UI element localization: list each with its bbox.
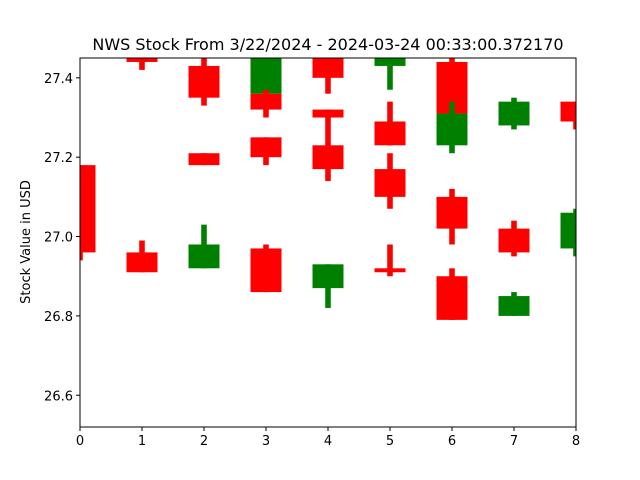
candle-body xyxy=(250,93,282,110)
candle-wick xyxy=(387,244,393,277)
candle-body xyxy=(312,264,344,289)
candle xyxy=(560,101,576,130)
candle-body xyxy=(188,65,220,98)
candle xyxy=(374,153,406,209)
candle-body xyxy=(312,109,344,118)
candle xyxy=(188,58,220,106)
candle-body xyxy=(250,58,282,94)
x-axis: 0 1 2 3 4 5 6 7 8 xyxy=(76,427,580,449)
candle xyxy=(436,188,468,245)
candle-body xyxy=(374,121,406,146)
candle-body xyxy=(560,101,576,122)
candle-body xyxy=(250,248,282,293)
candle-body xyxy=(126,252,158,273)
x-tick-label: 6 xyxy=(448,434,456,449)
candle-body xyxy=(374,169,406,197)
candle-body xyxy=(560,212,576,249)
candle xyxy=(498,220,530,257)
candle-body xyxy=(80,165,96,253)
candle-wick xyxy=(387,58,393,90)
candle-body xyxy=(374,268,406,273)
chart-title: NWS Stock From 3/22/2024 - 2024-03-24 00… xyxy=(92,35,563,54)
candle xyxy=(312,117,344,181)
candle xyxy=(250,137,282,166)
candle-body xyxy=(498,296,530,316)
candle-body xyxy=(498,228,530,253)
x-tick-label: 0 xyxy=(76,434,84,449)
y-axis-label: Stock Value in USD xyxy=(19,180,34,304)
x-tick-label: 1 xyxy=(138,434,146,449)
x-tick-label: 2 xyxy=(200,434,208,449)
candle xyxy=(126,58,158,70)
y-axis: 26.6 26.8 27.0 27.2 27.4 xyxy=(44,72,80,404)
candle xyxy=(374,244,406,277)
candles-layer xyxy=(80,58,576,320)
candle-body xyxy=(188,153,220,166)
candle-body xyxy=(436,276,468,320)
candle xyxy=(498,97,530,130)
x-tick-label: 4 xyxy=(324,434,332,449)
candle xyxy=(250,89,282,118)
candle-body xyxy=(498,101,530,126)
candle-body xyxy=(312,145,344,170)
candle-wick xyxy=(139,58,145,70)
candle xyxy=(312,109,344,118)
candle-body xyxy=(312,58,344,78)
candle-body xyxy=(188,244,220,269)
plot-area xyxy=(79,57,577,428)
candle-body xyxy=(374,58,406,66)
y-tick-label: 27.0 xyxy=(44,231,73,246)
candle xyxy=(80,165,96,261)
x-tick-label: 3 xyxy=(262,434,270,449)
candle xyxy=(312,264,344,308)
candle-body xyxy=(126,58,158,62)
y-tick-label: 27.2 xyxy=(44,151,73,166)
candle xyxy=(126,240,158,273)
candle-body xyxy=(250,137,282,158)
candle xyxy=(374,101,406,146)
y-tick-label: 27.4 xyxy=(44,72,73,87)
x-tick-label: 5 xyxy=(386,434,394,449)
candle xyxy=(498,292,530,316)
candle xyxy=(188,153,220,166)
candle xyxy=(436,268,468,320)
candle xyxy=(436,101,468,154)
candle xyxy=(374,58,406,90)
candle xyxy=(250,58,282,106)
x-tick-label: 8 xyxy=(572,434,580,449)
candle-body xyxy=(436,196,468,229)
candle-body xyxy=(436,113,468,146)
candle xyxy=(560,208,576,257)
candle xyxy=(250,244,282,293)
y-tick-label: 26.6 xyxy=(44,389,73,404)
y-tick-label: 26.8 xyxy=(44,310,73,325)
x-tick-label: 7 xyxy=(510,434,518,449)
candle xyxy=(188,224,220,269)
candle xyxy=(312,58,344,94)
